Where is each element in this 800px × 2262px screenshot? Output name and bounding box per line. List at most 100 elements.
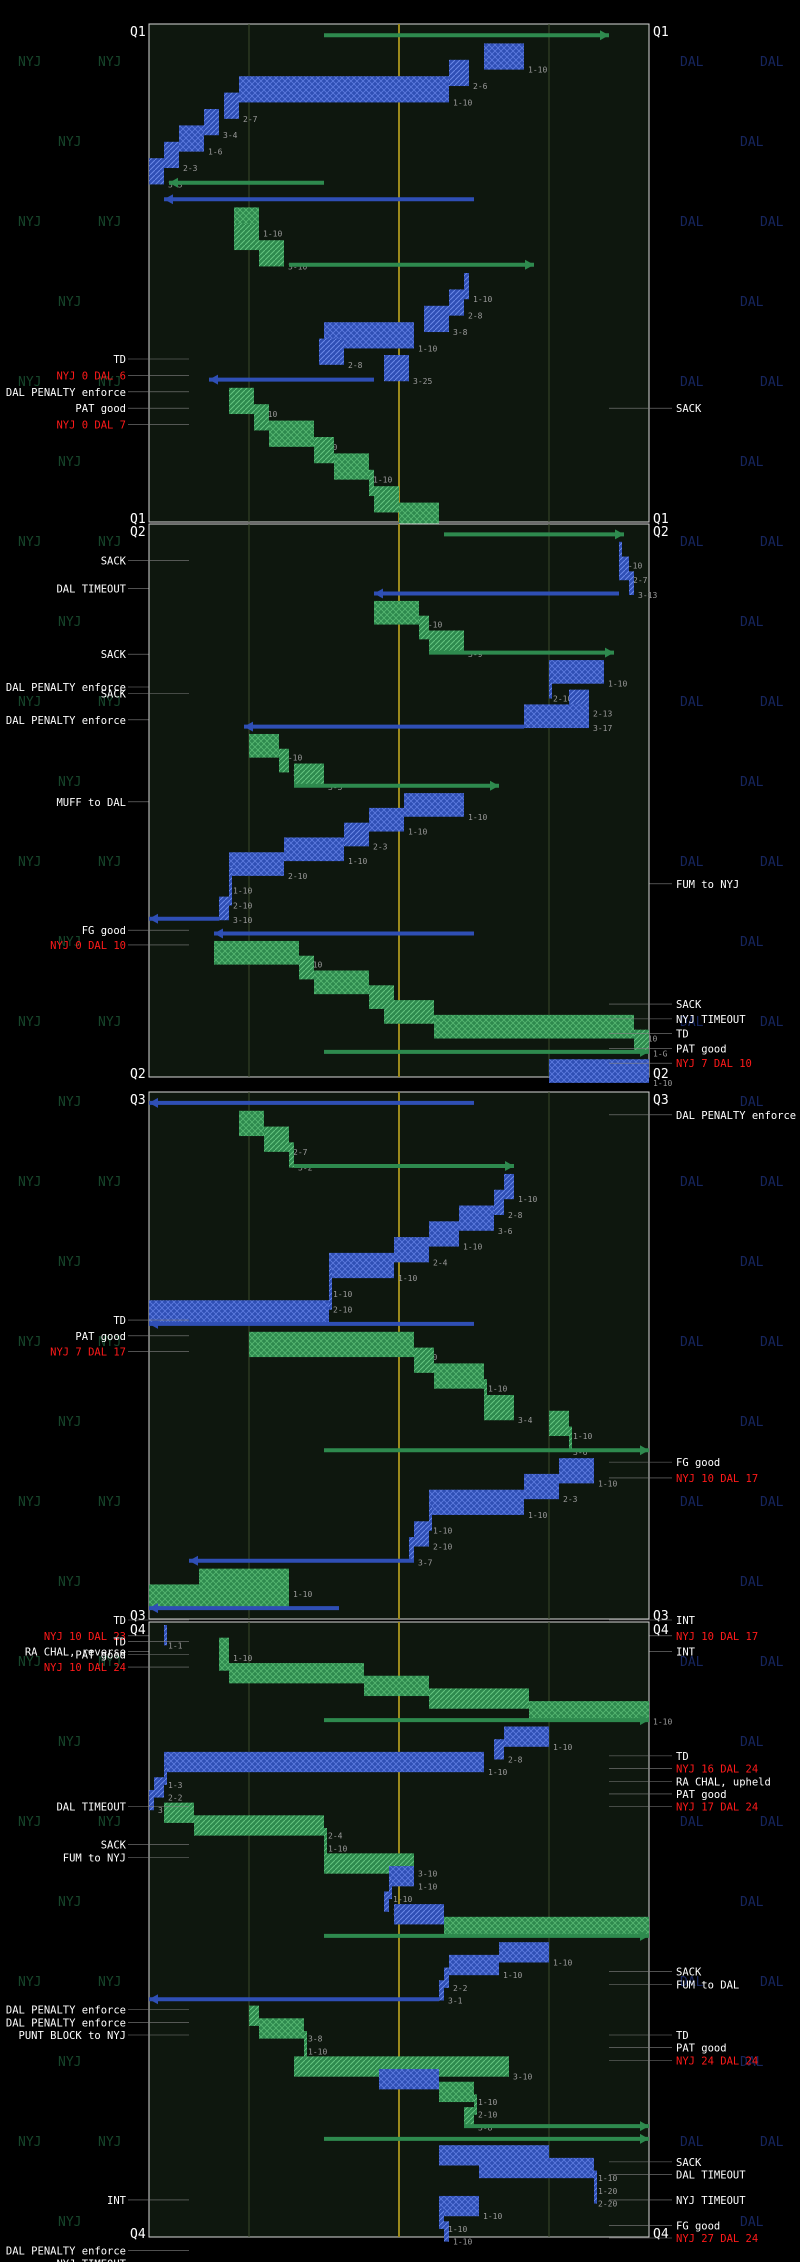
play-bar (409, 1537, 414, 1563)
play-bar (484, 1394, 514, 1421)
event-label: PAT good (676, 1789, 727, 1801)
play-bar (494, 1189, 504, 1215)
team-watermark: NYJ (98, 1815, 121, 1830)
team-watermark: NYJ (18, 1175, 41, 1190)
play-bar (299, 955, 314, 980)
play-bar (424, 305, 449, 333)
play-bar (549, 1059, 649, 1083)
team-watermark: NYJ (58, 2055, 81, 2070)
down-distance-label: 2-20 (598, 2200, 617, 2209)
event-label: NYJ TIMEOUT (676, 1014, 746, 1026)
play-bar (504, 1173, 514, 1200)
team-watermark: DAL (760, 535, 784, 550)
play-bar (634, 1029, 649, 1054)
play-bar (504, 1726, 549, 1747)
team-watermark: NYJ (58, 1735, 81, 1750)
team-watermark: DAL (740, 2055, 764, 2070)
play-bar (194, 1815, 324, 1836)
play-bar (249, 1331, 414, 1358)
play-bar (529, 1701, 649, 1722)
play-bar (619, 541, 622, 566)
down-distance-label: 2-8 (348, 361, 363, 370)
event-label: FUM to NYJ (63, 1852, 126, 1864)
play-bar (429, 1221, 459, 1247)
team-watermark: DAL (740, 775, 764, 790)
event-label: PAT good (676, 2043, 727, 2055)
event-label: SACK (676, 999, 702, 1011)
play-bar (329, 1284, 332, 1310)
down-distance-label: 3-13 (638, 591, 657, 600)
team-watermark: DAL (760, 1815, 784, 1830)
play-bar (259, 240, 284, 267)
play-bar (229, 387, 254, 415)
play-bar (164, 1751, 484, 1773)
play-kick-arrowhead (640, 2133, 649, 2144)
team-watermark: DAL (680, 375, 704, 390)
team-watermark: DAL (740, 295, 764, 310)
event-label: DAL TIMEOUT (676, 2170, 746, 2182)
event-label: DAL TIMEOUT (56, 584, 126, 596)
team-watermark: DAL (740, 935, 764, 950)
quarter-label: Q1 (653, 25, 669, 40)
down-distance-label: 1-10 (608, 680, 627, 689)
team-watermark: NYJ (98, 1175, 121, 1190)
play-bar (414, 1347, 434, 1373)
score-label: NYJ 10 DAL 17 (676, 1631, 758, 1643)
event-label: PAT good (75, 403, 126, 415)
quarter-label: Q1 (130, 512, 146, 527)
team-watermark: NYJ (18, 1015, 41, 1030)
team-watermark: DAL (740, 455, 764, 470)
down-distance-label: 3-4 (223, 131, 238, 140)
play-bar (444, 2221, 449, 2242)
team-watermark: DAL (740, 1255, 764, 1270)
down-distance-label: 2-3 (183, 164, 198, 173)
team-watermark: DAL (760, 1655, 784, 1670)
play-bar (149, 1584, 289, 1610)
play-bar (414, 1521, 429, 1547)
team-watermark: DAL (760, 215, 784, 230)
team-watermark: DAL (740, 135, 764, 150)
play-bar (204, 109, 219, 136)
down-distance-label: 1-10 (518, 1195, 537, 1204)
down-distance-label: 1-6 (208, 148, 223, 157)
down-distance-label: 1-10 (453, 2238, 472, 2247)
down-distance-label: 3-10 (233, 916, 252, 925)
play-kick-arrowhead (149, 1097, 158, 1108)
down-distance-label: 1-10 (503, 1971, 522, 1980)
play-bar (484, 1379, 487, 1405)
play-bar (229, 852, 284, 876)
event-label: TD (113, 1637, 126, 1649)
play-bar (444, 1916, 649, 1938)
team-watermark: DAL (740, 1095, 764, 1110)
down-distance-label: 1-G (653, 1049, 668, 1058)
play-bar (434, 1014, 634, 1039)
down-distance-label: 1-10 (263, 230, 282, 239)
quarter-label: Q4 (130, 1623, 146, 1638)
down-distance-label: 1-10 (453, 98, 472, 107)
score-label: NYJ 0 DAL 6 (56, 370, 126, 382)
team-watermark: DAL (680, 1815, 704, 1830)
down-distance-label: 1-10 (308, 2047, 327, 2056)
play-kick-arrowhead (149, 1603, 158, 1614)
event-label: SACK (676, 403, 702, 415)
team-watermark: DAL (760, 1495, 784, 1510)
event-label: PUNT BLOCK to NYJ (19, 2030, 126, 2042)
team-watermark: DAL (760, 2135, 784, 2150)
down-distance-label: 1-10 (528, 1511, 547, 1520)
quarter-label: Q2 (653, 1067, 669, 1082)
play-bar (294, 2056, 509, 2077)
play-bar (374, 600, 419, 625)
event-label: FG good (676, 2220, 720, 2232)
event-label: SACK (676, 2157, 702, 2169)
play-bar (319, 338, 344, 365)
team-watermark: DAL (680, 2135, 704, 2150)
team-watermark: NYJ (98, 855, 121, 870)
play-bar (179, 125, 204, 152)
down-distance-label: 1-20 (598, 2187, 617, 2196)
down-distance-label: 1-10 (473, 295, 492, 304)
event-label: RA CHAL, reverse (25, 1647, 126, 1659)
team-watermark: NYJ (98, 1655, 121, 1670)
play-bar (449, 59, 469, 87)
event-label: TD (676, 2030, 689, 2042)
play-bar (384, 1000, 434, 1024)
